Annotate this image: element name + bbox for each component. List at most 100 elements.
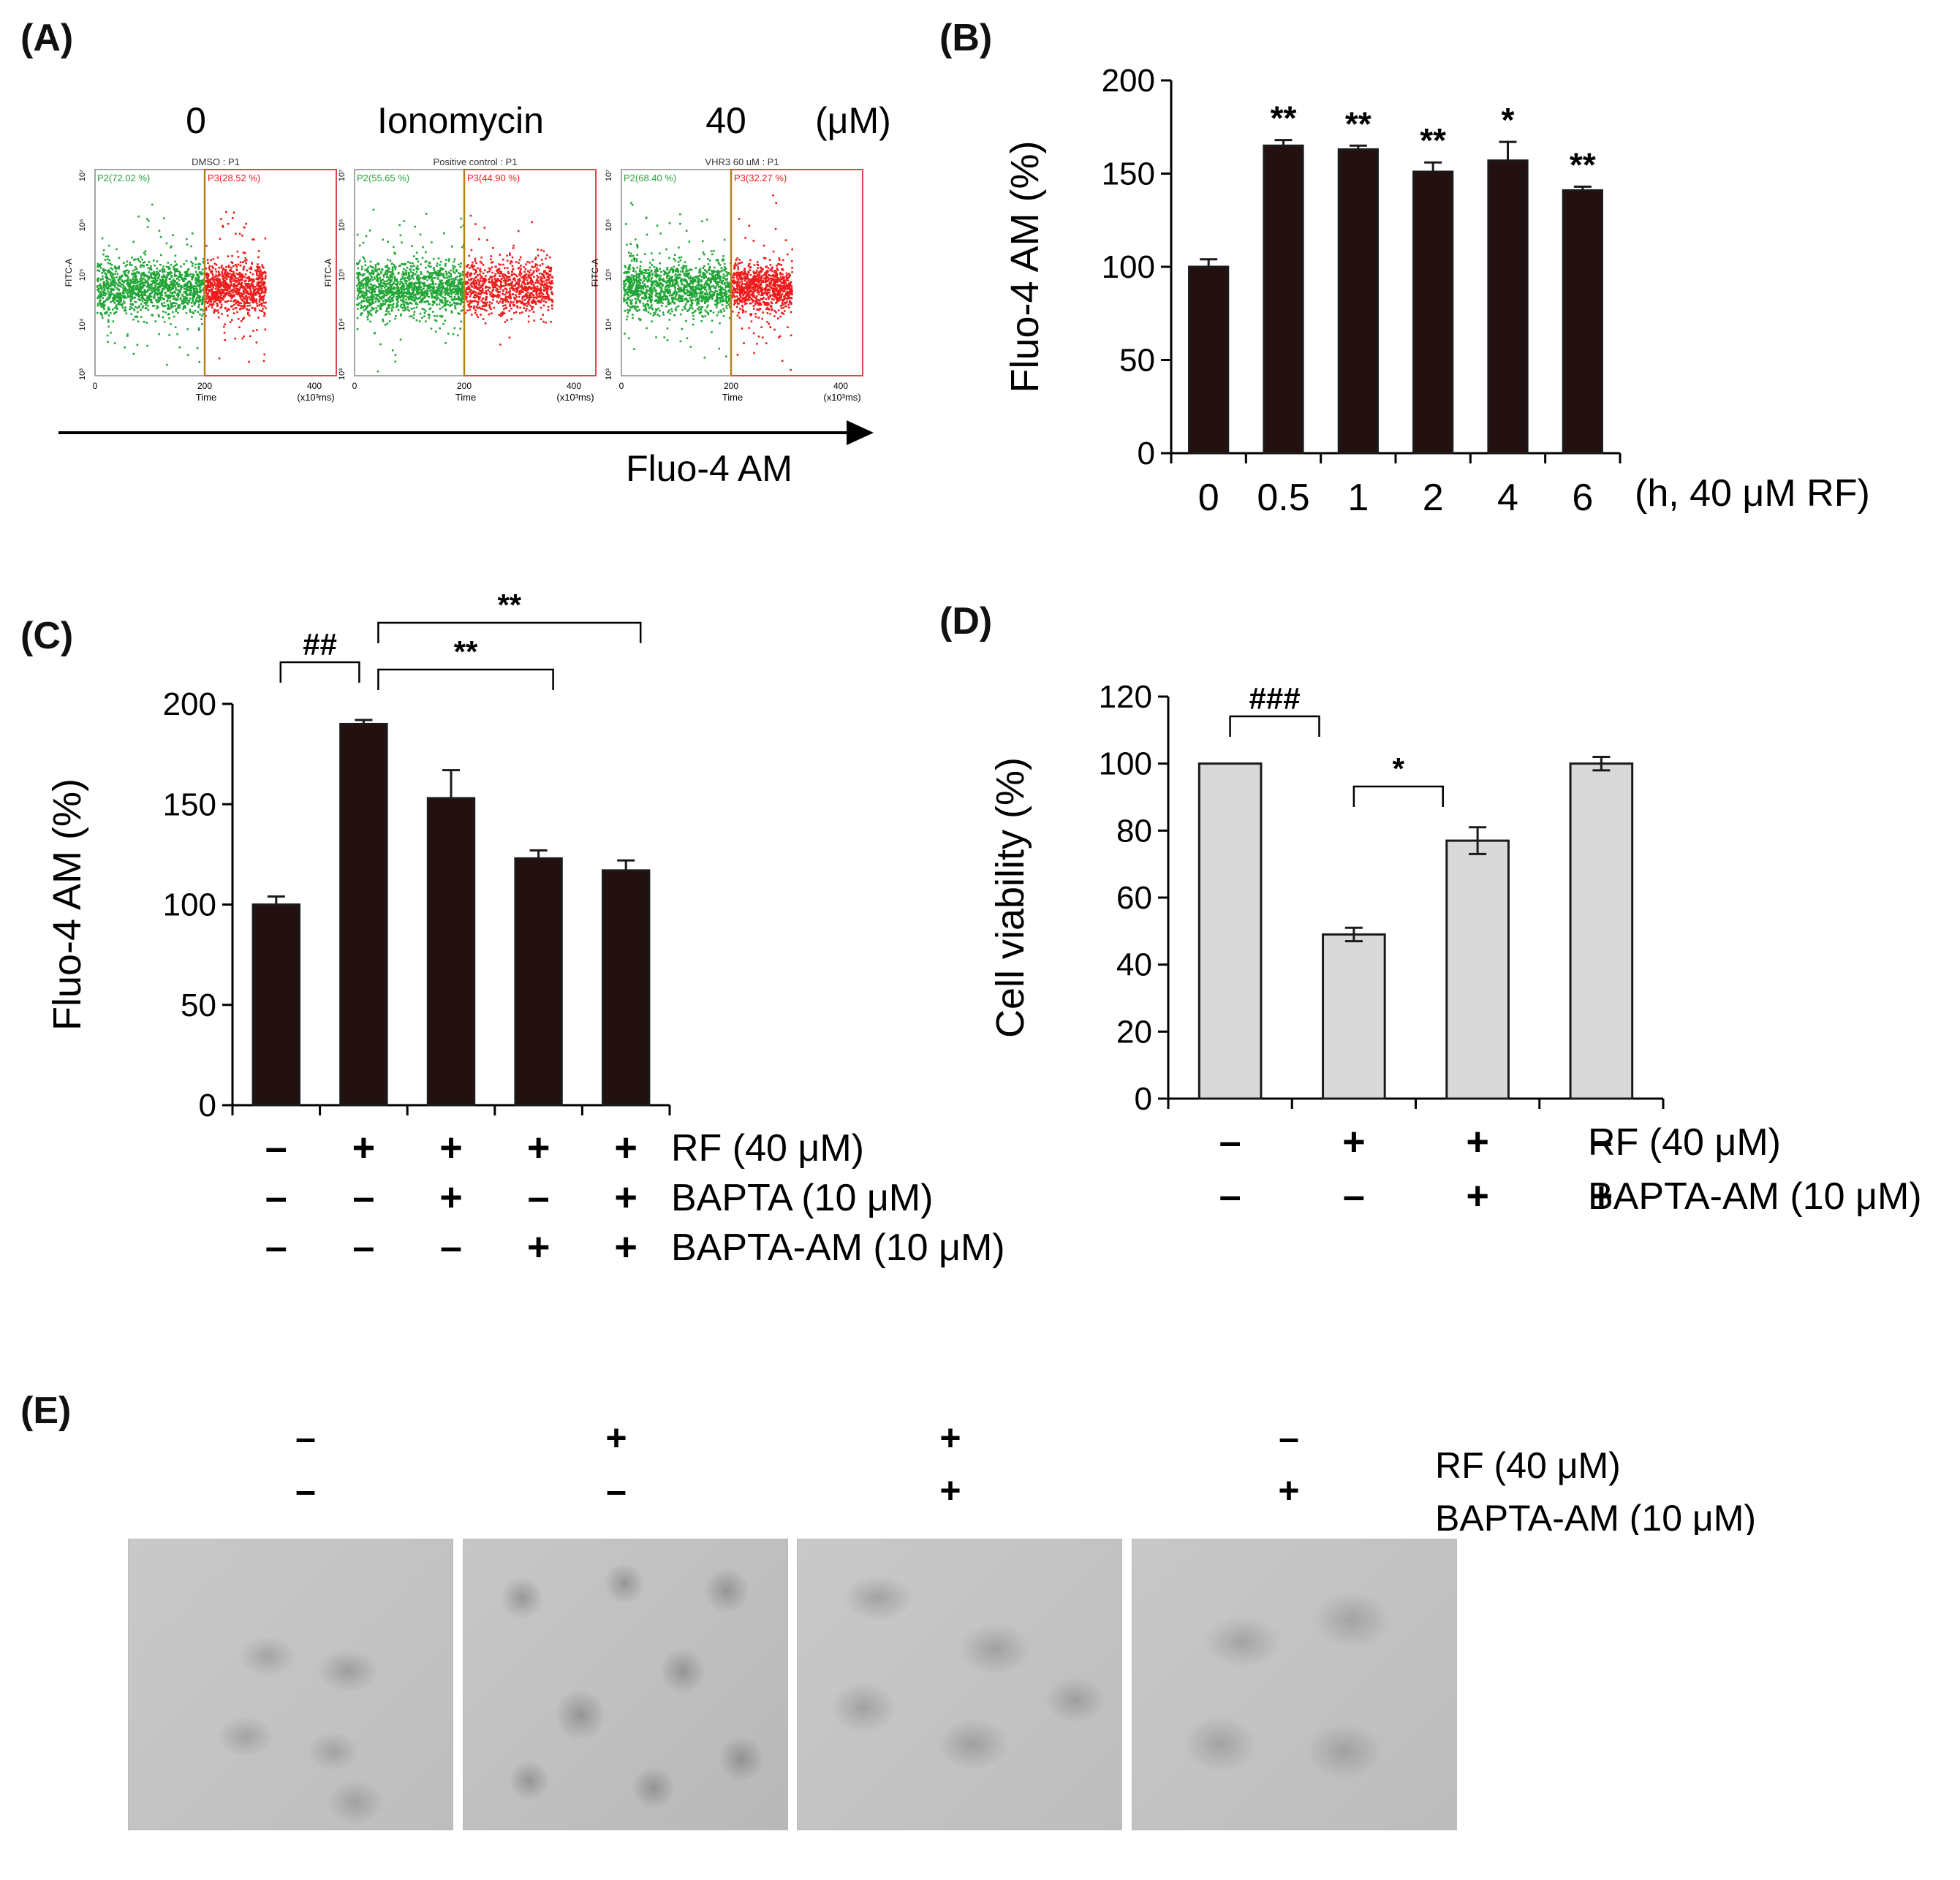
red-event-dot (503, 312, 506, 315)
red-event-dot (238, 326, 241, 329)
green-event-dot (182, 280, 184, 283)
green-event-dot (407, 303, 410, 306)
red-event-dot (249, 268, 251, 270)
red-event-dot (511, 281, 514, 283)
green-event-dot (370, 297, 373, 300)
red-event-dot (499, 288, 502, 290)
green-event-dot (359, 291, 362, 294)
red-event-dot (532, 294, 535, 297)
red-event-dot (228, 290, 231, 293)
red-event-dot (509, 289, 511, 292)
green-event-dot (444, 303, 446, 306)
green-event-dot (453, 291, 455, 294)
green-event-dot (124, 272, 126, 274)
green-event-dot (379, 303, 382, 306)
green-event-dot (710, 294, 712, 297)
red-event-dot (211, 292, 213, 294)
red-event-dot (540, 290, 542, 292)
green-event-dot (442, 284, 444, 287)
red-event-dot (523, 289, 526, 292)
red-event-dot (216, 294, 219, 297)
green-event-dot (154, 320, 157, 322)
green-event-dot (203, 288, 205, 291)
red-event-dot (475, 287, 478, 289)
green-event-dot (446, 289, 449, 292)
red-event-dot (471, 286, 474, 288)
green-event-dot (116, 296, 118, 299)
red-event-dot (534, 263, 537, 265)
red-event-dot (502, 298, 504, 300)
green-event-dot (144, 307, 147, 310)
red-event-dot (528, 271, 531, 274)
red-event-dot (248, 308, 251, 311)
red-event-dot (205, 274, 208, 277)
red-event-dot (207, 278, 210, 281)
red-event-dot (542, 304, 545, 307)
green-event-dot (412, 274, 414, 276)
red-event-dot (205, 301, 207, 303)
green-event-dot (110, 264, 113, 266)
green-event-dot (390, 297, 393, 299)
green-event-dot (693, 278, 696, 281)
red-event-dot (529, 277, 531, 279)
red-event-dot (213, 311, 216, 314)
green-event-dot (700, 276, 703, 278)
green-event-dot (420, 281, 422, 284)
red-event-dot (220, 218, 222, 220)
red-event-dot (211, 289, 213, 292)
red-event-dot (549, 270, 552, 273)
red-event-dot (260, 287, 262, 290)
green-event-dot (147, 275, 149, 278)
red-event-dot (505, 288, 508, 291)
green-event-dot (402, 273, 405, 276)
red-event-dot (241, 307, 244, 310)
red-event-dot (481, 305, 484, 308)
red-event-dot (482, 272, 485, 275)
red-event-dot (236, 301, 238, 304)
red-event-dot (211, 298, 213, 300)
green-event-dot (374, 268, 376, 270)
green-event-dot (385, 294, 388, 297)
green-event-dot (356, 297, 359, 300)
green-event-dot (146, 218, 148, 220)
red-event-dot (474, 276, 477, 279)
green-event-dot (453, 258, 456, 261)
green-event-dot (461, 295, 463, 297)
red-event-dot (232, 286, 235, 288)
red-event-dot (532, 299, 534, 301)
red-event-dot (227, 292, 230, 295)
green-event-dot (376, 297, 379, 300)
green-event-dot (181, 295, 184, 297)
red-event-dot (256, 284, 258, 287)
green-event-dot (178, 289, 181, 292)
green-event-dot (109, 270, 111, 273)
red-event-dot (470, 249, 473, 251)
red-event-dot (218, 266, 221, 269)
red-event-dot (503, 276, 505, 279)
red-event-dot (249, 304, 251, 307)
red-event-dot (212, 267, 214, 269)
green-event-dot (105, 279, 108, 282)
red-event-dot (258, 282, 261, 284)
green-event-dot (178, 292, 180, 295)
red-event-dot (221, 290, 224, 293)
red-event-dot (212, 291, 215, 294)
green-event-dot (140, 316, 143, 318)
green-event-dot (173, 282, 175, 285)
green-event-dot (107, 296, 109, 299)
green-event-dot (461, 284, 464, 287)
green-event-dot (396, 295, 398, 298)
green-event-dot (421, 257, 424, 259)
red-event-dot (206, 285, 208, 287)
red-event-dot (525, 309, 527, 312)
green-event-dot (405, 273, 408, 276)
green-event-dot (459, 289, 462, 292)
red-event-dot (483, 305, 485, 307)
green-event-dot (164, 291, 167, 294)
red-event-dot (545, 284, 548, 287)
red-event-dot (234, 276, 237, 278)
red-event-dot (223, 286, 225, 289)
red-event-dot (480, 293, 482, 295)
green-event-dot (406, 296, 409, 298)
green-event-dot (420, 301, 423, 303)
